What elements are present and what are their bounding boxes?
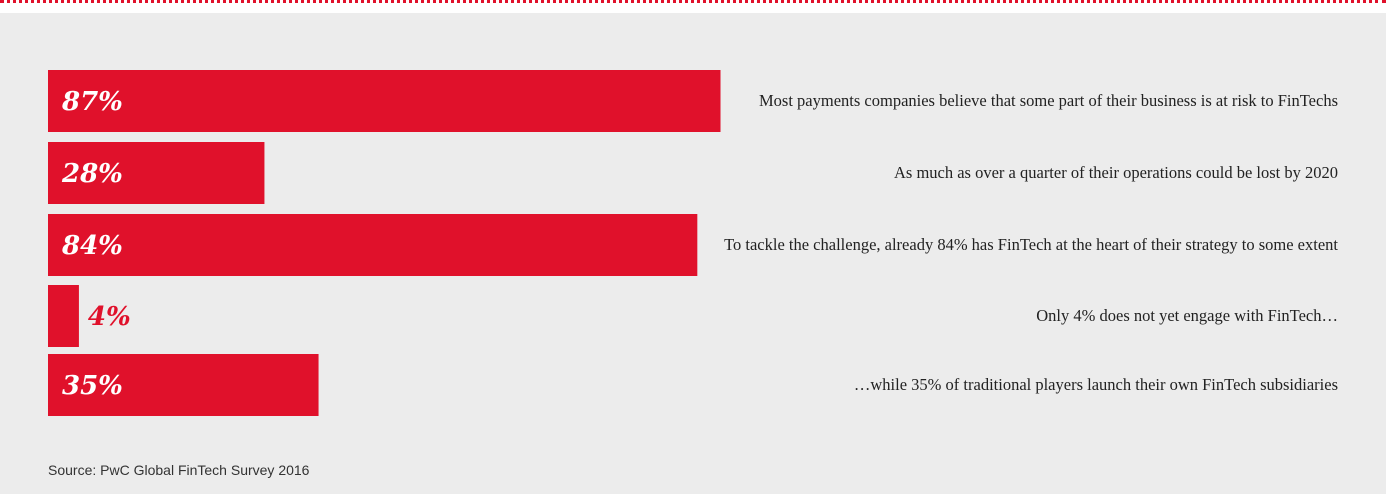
bar-value-label: 28% — [61, 159, 123, 189]
bar-value-label: 84% — [61, 231, 123, 261]
dotted-top-rule — [0, 0, 1386, 3]
bar-description-text: To tackle the challenge, already 84% has… — [724, 235, 1338, 254]
bar-description: Only 4% does not yet engage with FinTech… — [698, 285, 1338, 347]
source-note: Source: PwC Global FinTech Survey 2016 — [48, 462, 310, 478]
bar-value-label: 4% — [88, 302, 131, 332]
bar-87 — [48, 70, 721, 132]
bar-description: To tackle the challenge, already 84% has… — [698, 214, 1338, 276]
bar-description: As much as over a quarter of their opera… — [698, 142, 1338, 204]
bar-value-label: 87% — [61, 87, 123, 117]
bar-description: Most payments companies believe that som… — [698, 70, 1338, 132]
bar-description: …while 35% of traditional players launch… — [698, 354, 1338, 416]
bar-84 — [48, 214, 698, 276]
bar-description-text: Most payments companies believe that som… — [759, 91, 1338, 110]
bar-35 — [48, 354, 319, 416]
bar-28 — [48, 142, 265, 204]
bar-4 — [48, 285, 79, 347]
bar-description-text: …while 35% of traditional players launch… — [853, 375, 1338, 394]
bar-description-text: As much as over a quarter of their opera… — [893, 163, 1338, 182]
bar-value-label: 35% — [62, 371, 123, 401]
bar-description-text: Only 4% does not yet engage with FinTech… — [1036, 306, 1338, 325]
